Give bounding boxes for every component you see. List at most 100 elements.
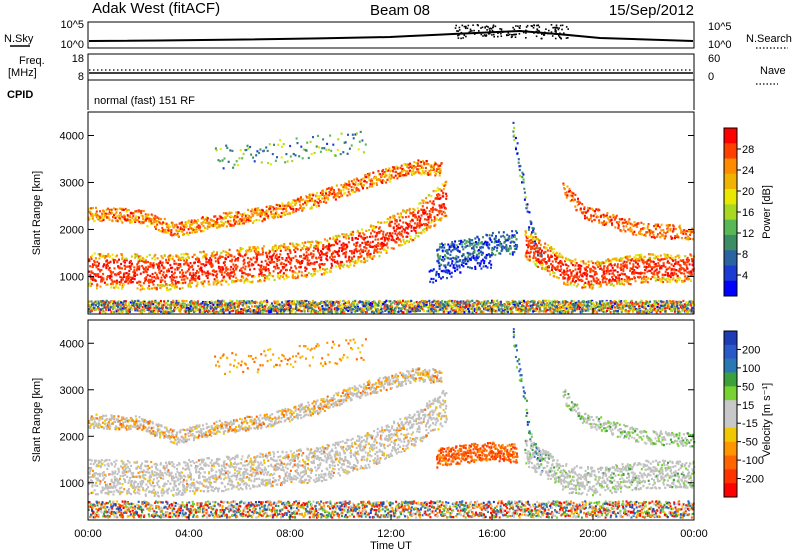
power-cell <box>375 246 377 248</box>
power-cell <box>183 233 185 235</box>
power-cell <box>116 255 118 257</box>
power-cell <box>578 276 580 278</box>
power-cell <box>169 284 171 286</box>
power-cell <box>420 217 422 219</box>
freq-left-label: Freq. <box>19 55 45 67</box>
power-cell <box>341 261 343 263</box>
power-cell <box>311 275 313 277</box>
power-cell <box>401 244 403 246</box>
power-cell <box>143 210 145 212</box>
power-cell <box>228 283 230 285</box>
power-cell <box>223 279 225 281</box>
power-cell <box>669 266 671 268</box>
power-cell <box>303 245 305 247</box>
power-cell <box>577 283 579 285</box>
power-cell <box>170 288 172 290</box>
power-cell <box>303 207 305 209</box>
power-cell <box>518 158 520 160</box>
power-cell <box>411 230 413 232</box>
power-cell <box>247 257 249 259</box>
power-cell <box>319 254 321 256</box>
power-cell <box>285 153 287 155</box>
power-cell <box>521 176 523 178</box>
power-cell <box>172 224 174 226</box>
power-cell <box>417 163 419 165</box>
power-cell <box>173 233 175 235</box>
power-cell <box>105 214 107 216</box>
power-cell <box>227 220 229 222</box>
power-cell <box>94 261 96 263</box>
power-cell <box>216 276 218 278</box>
power-cell <box>589 271 591 273</box>
nsky-point <box>461 33 463 35</box>
power-cell <box>336 184 338 186</box>
power-cell <box>569 277 571 279</box>
power-cell <box>665 235 667 237</box>
power-cell <box>358 190 360 192</box>
power-cell <box>351 186 353 188</box>
power-cell <box>223 167 225 169</box>
power-cell <box>167 232 169 234</box>
power-cell <box>271 261 273 263</box>
power-cell <box>314 268 316 270</box>
power-cell <box>517 142 519 144</box>
power-cell <box>610 270 612 272</box>
power-cell <box>99 210 101 212</box>
power-cell <box>590 283 592 285</box>
power-cell <box>672 230 674 232</box>
power-cell <box>322 189 324 191</box>
power-cell <box>454 267 456 269</box>
power-cell <box>446 195 448 197</box>
power-cell <box>288 247 290 249</box>
nsky-point <box>537 30 539 32</box>
power-cell <box>642 261 644 263</box>
power-cell <box>262 268 264 270</box>
power-cell <box>352 134 354 136</box>
power-cell <box>580 265 582 267</box>
power-cell <box>519 169 521 171</box>
power-cell <box>269 208 271 210</box>
power-cell <box>372 256 374 258</box>
nsky-point <box>455 25 457 27</box>
power-cell <box>103 264 105 266</box>
power-cell <box>600 284 602 286</box>
power-cell <box>645 235 647 237</box>
power-cell <box>187 270 189 272</box>
power-cell <box>604 261 606 263</box>
power-cell <box>523 188 525 190</box>
power-cell <box>397 168 399 170</box>
power-cell <box>618 277 620 279</box>
power-cell <box>478 239 480 241</box>
power-cell <box>643 276 645 278</box>
power-cell <box>258 253 260 255</box>
power-cell <box>623 261 625 263</box>
power-cell <box>326 240 328 242</box>
power-cell <box>538 247 540 249</box>
power-cell <box>545 251 547 253</box>
power-cell <box>522 173 524 175</box>
power-cell <box>332 144 334 146</box>
power-cell <box>273 253 275 255</box>
power-cell <box>196 258 198 260</box>
power-cell <box>356 177 358 179</box>
power-cell <box>417 168 419 170</box>
power-cell <box>606 216 608 218</box>
nsky-point <box>556 33 558 35</box>
nsky-panel: N.Sky 10^5 10^0 10^5 10^0 N.Search <box>4 19 792 51</box>
power-cell <box>114 259 116 261</box>
power-cell <box>495 237 497 239</box>
power-cell <box>560 274 562 276</box>
power-cell <box>439 243 441 245</box>
power-cell <box>294 272 296 274</box>
power-cell <box>377 221 379 223</box>
power-cell <box>98 276 100 278</box>
power-cell <box>279 247 281 249</box>
power-cell <box>165 231 167 233</box>
power-cell <box>271 258 273 260</box>
nsky-point <box>563 32 565 34</box>
power-cell <box>277 144 279 146</box>
power-cell <box>408 216 410 218</box>
power-cell <box>158 269 160 271</box>
power-cell <box>140 305 142 307</box>
power-cell <box>163 271 165 273</box>
